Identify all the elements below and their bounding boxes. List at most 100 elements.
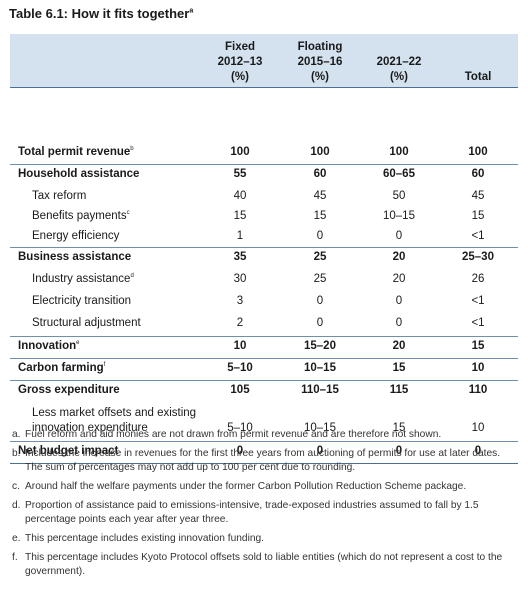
row-label: Household assistance	[18, 168, 139, 180]
footnote-key: a.	[12, 429, 21, 440]
cell-value: <1	[471, 295, 485, 307]
column-header-fixed: Fixed 2012–13 (%)	[217, 41, 263, 83]
footnote: d. Proportion of assistance paid to emiss…	[12, 499, 512, 527]
cell-value: 15	[392, 362, 406, 374]
footnote-marker: f	[103, 362, 106, 369]
footnote-text: This percentage includes Kyoto Protocol …	[25, 552, 503, 577]
row-label: Net budget impact	[18, 445, 118, 457]
cell-value: 100	[389, 146, 409, 158]
cell-value: 0	[395, 230, 403, 242]
row-label-text: Business assistance	[18, 251, 132, 263]
row-label-text: Electricity transition	[32, 295, 132, 307]
cell-value: 45	[471, 190, 485, 202]
table-body: Total permit revenueb 100 100 100 100 Househo…	[10, 87, 518, 464]
cell-value: 100	[310, 146, 330, 158]
cell-value: 26	[471, 273, 485, 285]
cell-value: 0	[316, 317, 324, 329]
table-row: Carbon farmingf 5–10 10–15 15 10	[10, 358, 518, 380]
row-label-text: Structural adjustment	[32, 317, 141, 329]
cell-value: 10	[471, 362, 485, 374]
footnote-text: Proportion of assistance paid to emissio…	[25, 500, 479, 525]
column-header-total: Total	[464, 71, 492, 83]
cell-value: 40	[233, 190, 247, 202]
cell-value: 15	[471, 210, 485, 222]
footnote-text: Includes the increase in revenues for th…	[25, 448, 501, 473]
table-row: Structural adjustment 2 0 0 <1	[10, 313, 518, 336]
footnote-marker: c	[126, 210, 130, 217]
footnote-key: c.	[12, 481, 20, 492]
row-label: Structural adjustment	[32, 317, 141, 329]
table-row: Business assistance 35 25 20 25–30	[10, 247, 518, 269]
table-row: Less market offsets and existing innovati…	[10, 402, 518, 441]
row-label-text: Tax reform	[32, 190, 87, 202]
cell-value: 0	[395, 295, 403, 307]
row-label-text: Total permit revenue	[18, 146, 131, 158]
table-bottom-rule	[10, 463, 518, 464]
row-label: Carbon farmingf	[18, 362, 105, 374]
table-header: Fixed 2012–13 (%) Floating 2015–16 (%) 2021–…	[10, 34, 518, 87]
table-row: Innovatione 10 15–20 20 15	[10, 336, 518, 358]
cell-value: 15	[313, 210, 327, 222]
cell-value: 10–15	[383, 210, 415, 222]
table-row: Industry assistanced 30 25 20 26	[10, 269, 518, 291]
cell-value: 100	[230, 146, 250, 158]
cell-value: 0	[395, 445, 403, 457]
row-divider	[10, 380, 518, 381]
row-label: Tax reform	[32, 190, 86, 202]
cell-value: 25–30	[462, 251, 494, 263]
cell-value: 0	[316, 445, 324, 457]
cell-value: 15	[392, 422, 406, 434]
row-divider	[10, 247, 518, 248]
row-label: Total permit revenueb	[18, 146, 134, 158]
cell-value: 20	[392, 273, 406, 285]
footnote-key: e.	[12, 533, 21, 544]
cell-value: 25	[313, 251, 327, 263]
cell-value: 20	[392, 251, 406, 263]
row-label: Energy efficiency	[32, 230, 119, 242]
cell-value: 60	[313, 168, 327, 180]
row-label-text: Carbon farming	[18, 362, 104, 374]
row-label-text: Net budget impact	[18, 445, 119, 457]
table-row: Net budget impact 0 0 0 0	[10, 441, 518, 464]
cell-value: 15	[471, 340, 485, 352]
cell-value: 25	[313, 273, 327, 285]
row-label: Gross expenditure	[18, 384, 120, 396]
table-row: Gross expenditure 105 110–15 115 110	[10, 380, 518, 402]
row-divider	[10, 164, 518, 165]
footnote: e. This percentage includes existing inno…	[12, 532, 512, 546]
table-row: Tax reform 40 45 50 45	[10, 186, 518, 206]
data-table: Fixed 2012–13 (%) Floating 2015–16 (%) 2021–…	[10, 34, 518, 464]
row-label: Less market offsets and existing innovati…	[32, 406, 196, 436]
cell-value: 0	[395, 317, 403, 329]
row-label-text: Household assistance	[18, 168, 140, 180]
table-title: Table 6.1: How it fits togethera	[9, 6, 194, 21]
cell-value: 0	[236, 445, 244, 457]
footnote-marker: e	[76, 340, 80, 347]
row-divider	[10, 441, 518, 442]
footnote: c. Around half the welfare payments under…	[12, 480, 512, 494]
column-header-2021: 2021–22 (%)	[376, 56, 422, 83]
header-rule	[10, 87, 518, 88]
row-label: Business assistance	[18, 251, 131, 263]
row-label: Benefits paymentsc	[32, 210, 130, 222]
footnote-text: Around half the welfare payments under t…	[25, 481, 467, 492]
cell-value: 10–15	[304, 362, 336, 374]
cell-value: 110–15	[301, 384, 339, 396]
table-row: Benefits paymentsc 15 15 10–15 15	[10, 206, 518, 226]
footnote: a. Fuel reform and aid monies are not dra…	[12, 428, 512, 442]
row-label-line: innovation expenditure	[32, 422, 148, 434]
cell-value: <1	[471, 230, 485, 242]
cell-value: 60	[471, 168, 485, 180]
row-label: Electricity transition	[32, 295, 131, 307]
footnote: f. This percentage includes Kyoto Protoco…	[12, 551, 512, 579]
footnote: b. Includes the increase in revenues for …	[12, 447, 512, 475]
cell-value: 0	[474, 445, 482, 457]
cell-value: 55	[233, 168, 247, 180]
row-divider	[10, 358, 518, 359]
cell-value: 0	[316, 230, 324, 242]
footnote-marker: d	[130, 273, 134, 280]
row-label-text: Energy efficiency	[32, 230, 120, 242]
cell-value: 15	[233, 210, 247, 222]
column-header-floating: Floating 2015–16 (%)	[297, 41, 343, 83]
row-label-text: Benefits payments	[32, 210, 127, 222]
